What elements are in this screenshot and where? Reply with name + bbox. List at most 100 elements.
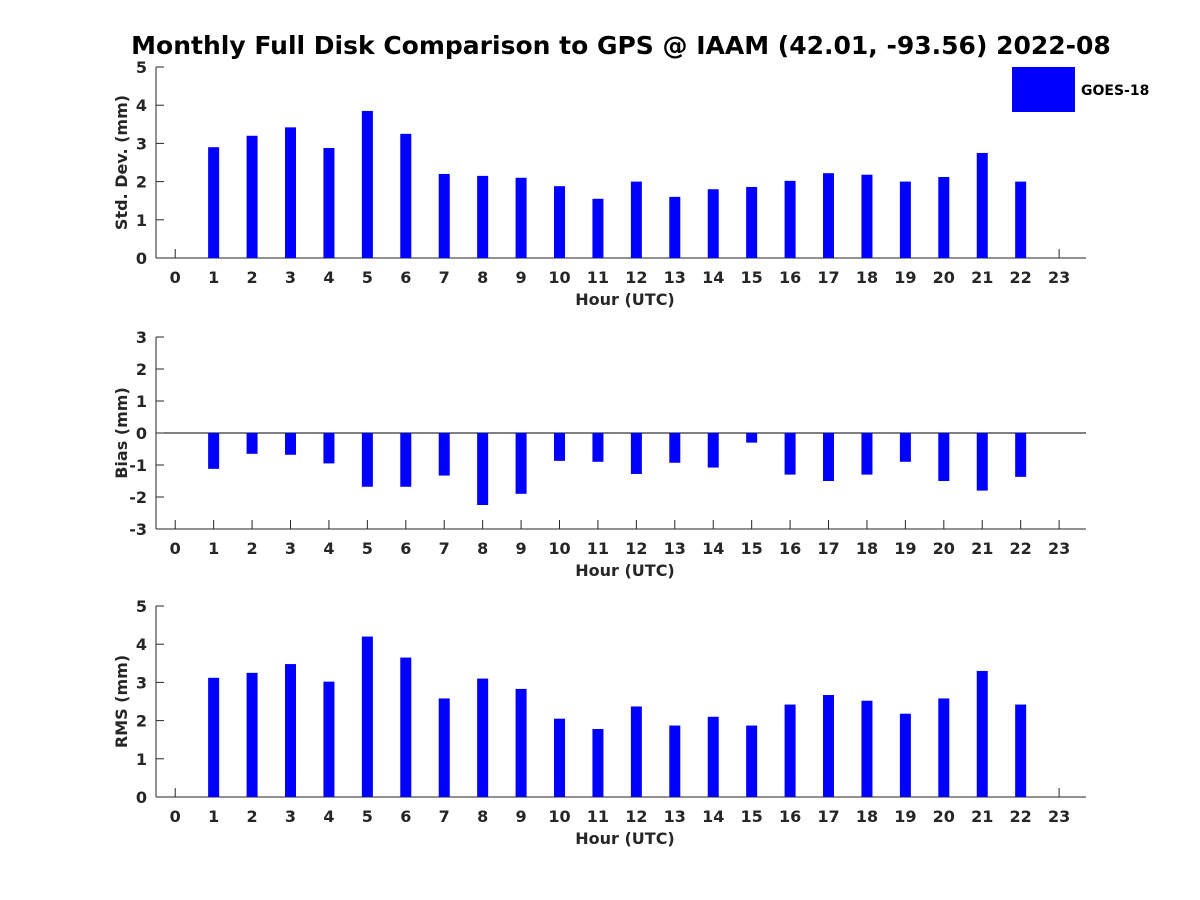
bar-bias-hour-4 xyxy=(323,433,335,464)
x-tick-label: 10 xyxy=(548,268,570,287)
y-tick-label: 0 xyxy=(136,249,147,268)
bar-rms-hour-6 xyxy=(400,657,412,797)
x-tick-label: 3 xyxy=(285,807,296,826)
bar-std-hour-19 xyxy=(899,181,911,258)
x-tick-label: 18 xyxy=(856,268,878,287)
bar-rms-hour-19 xyxy=(899,713,911,797)
x-tick-label: 22 xyxy=(1010,268,1032,287)
bar-bias-hour-8 xyxy=(477,433,489,505)
x-tick-label: 2 xyxy=(247,539,258,558)
x-tick-label: 22 xyxy=(1010,539,1032,558)
x-tick-label: 17 xyxy=(817,268,839,287)
x-tick-label: 3 xyxy=(285,268,296,287)
x-tick-label: 23 xyxy=(1048,807,1070,826)
x-tick-label: 19 xyxy=(894,268,916,287)
y-tick-label: 3 xyxy=(136,673,147,692)
bar-bias-hour-9 xyxy=(515,433,527,494)
x-tick-label: 14 xyxy=(702,807,724,826)
x-tick-label: 13 xyxy=(664,807,686,826)
bar-bias-hour-11 xyxy=(592,433,604,462)
x-tick-label: 19 xyxy=(894,539,916,558)
x-tick-label: 20 xyxy=(933,268,955,287)
bar-rms-hour-13 xyxy=(669,725,681,797)
y-tick-label: -1 xyxy=(129,456,147,475)
bar-std-hour-4 xyxy=(323,147,335,258)
x-tick-label: 19 xyxy=(894,807,916,826)
y-tick-label: -2 xyxy=(129,488,147,507)
bar-rms-hour-7 xyxy=(438,698,450,797)
x-tick-label: 2 xyxy=(247,268,258,287)
figure-title: Monthly Full Disk Comparison to GPS @ IA… xyxy=(131,31,1111,60)
bar-rms-hour-14 xyxy=(707,716,719,797)
y-tick-label: 0 xyxy=(136,788,147,807)
bar-std-hour-15 xyxy=(746,186,758,258)
x-tick-label: 21 xyxy=(971,807,993,826)
x-tick-label: 16 xyxy=(779,807,801,826)
bar-bias-hour-13 xyxy=(669,433,681,463)
x-axis-label: Hour (UTC) xyxy=(575,290,675,309)
y-tick-label: 0 xyxy=(136,424,147,443)
legend-swatch xyxy=(1012,67,1075,112)
x-tick-label: 0 xyxy=(170,539,181,558)
bar-bias-hour-16 xyxy=(784,433,796,475)
x-tick-label: 1 xyxy=(208,539,219,558)
x-tick-label: 17 xyxy=(817,807,839,826)
x-tick-label: 5 xyxy=(362,268,373,287)
x-tick-label: 21 xyxy=(971,539,993,558)
bar-bias-hour-17 xyxy=(823,433,835,481)
bar-bias-hour-6 xyxy=(400,433,412,487)
x-tick-label: 11 xyxy=(587,539,609,558)
x-tick-label: 1 xyxy=(208,807,219,826)
bar-std-hour-6 xyxy=(400,133,412,258)
y-tick-label: 3 xyxy=(136,328,147,347)
x-tick-label: 22 xyxy=(1010,807,1032,826)
x-tick-label: 6 xyxy=(400,268,411,287)
y-tick-label: 1 xyxy=(136,211,147,230)
bar-bias-hour-2 xyxy=(246,433,258,454)
x-tick-label: 12 xyxy=(625,539,647,558)
x-tick-label: 20 xyxy=(933,539,955,558)
x-tick-label: 15 xyxy=(741,539,763,558)
bar-std-hour-9 xyxy=(515,177,527,258)
bar-std-hour-8 xyxy=(477,175,489,258)
bar-bias-hour-15 xyxy=(746,433,758,443)
x-tick-label: 10 xyxy=(548,539,570,558)
y-axis-label: Bias (mm) xyxy=(112,387,131,479)
x-tick-label: 13 xyxy=(664,268,686,287)
bar-std-hour-2 xyxy=(246,135,258,258)
x-tick-label: 13 xyxy=(664,539,686,558)
bar-bias-hour-12 xyxy=(630,433,642,474)
bar-rms-hour-5 xyxy=(361,636,373,797)
x-tick-label: 14 xyxy=(702,539,724,558)
y-tick-label: 5 xyxy=(136,58,147,77)
bar-std-hour-5 xyxy=(361,110,373,259)
y-tick-label: 5 xyxy=(136,597,147,616)
bar-std-hour-3 xyxy=(285,127,297,258)
x-tick-label: 5 xyxy=(362,539,373,558)
bar-std-hour-7 xyxy=(438,173,450,258)
bar-bias-hour-5 xyxy=(361,433,373,487)
bar-bias-hour-22 xyxy=(1015,433,1027,477)
bar-rms-hour-17 xyxy=(823,695,835,797)
bar-std-hour-22 xyxy=(1015,181,1027,258)
bar-bias-hour-21 xyxy=(976,433,988,491)
bar-rms-hour-11 xyxy=(592,729,604,797)
x-tick-label: 15 xyxy=(741,268,763,287)
bar-std-hour-13 xyxy=(669,196,681,258)
y-tick-label: -3 xyxy=(129,520,147,539)
bar-std-hour-16 xyxy=(784,180,796,258)
bar-std-hour-1 xyxy=(208,147,220,258)
bar-std-hour-17 xyxy=(823,173,835,258)
x-tick-label: 16 xyxy=(779,268,801,287)
x-tick-label: 7 xyxy=(439,539,450,558)
y-axis-label: RMS (mm) xyxy=(112,655,131,748)
bar-rms-hour-16 xyxy=(784,704,796,797)
x-tick-label: 8 xyxy=(477,807,488,826)
y-tick-label: 2 xyxy=(136,173,147,192)
y-tick-label: 1 xyxy=(136,392,147,411)
x-tick-label: 14 xyxy=(702,268,724,287)
bar-rms-hour-2 xyxy=(246,672,258,797)
